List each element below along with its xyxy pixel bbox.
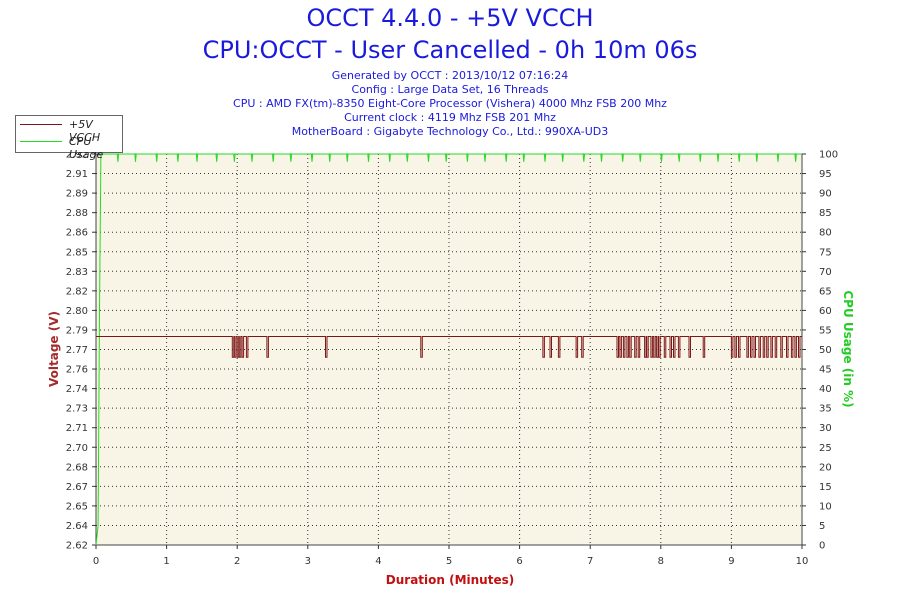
y2-tick-label: 10 [819, 501, 832, 512]
series-line-cpu-usage [95, 153, 802, 546]
y2-axis-label: CPU Usage (in %) [841, 290, 855, 408]
y2-tick-label: 5 [819, 521, 825, 532]
y2-tick-label: 60 [819, 306, 832, 317]
y-tick-labels: 2.62 2.64 2.65 2.67 2.68 2.70 2.71 2.73 2.74 2.76… [66, 150, 88, 552]
y2-tick-label: 35 [819, 404, 832, 415]
y-tick-label: 2.73 [66, 404, 88, 415]
legend: +5V VCCH CPU Usage [15, 115, 123, 161]
y-tick-label: 2.79 [66, 325, 88, 336]
legend-swatch-5v-vcch [20, 124, 62, 125]
tick-marks [92, 153, 806, 549]
y2-tick-label: 100 [819, 150, 838, 161]
y2-tick-label: 70 [819, 267, 832, 278]
y-tick-label: 2.88 [66, 208, 88, 219]
x-tick-label: 2 [234, 556, 240, 567]
y-tick-label: 2.74 [66, 384, 88, 395]
y2-tick-label: 65 [819, 286, 832, 297]
x-tick-label: 9 [728, 556, 734, 567]
legend-label-5v-vcch: +5V VCCH [69, 118, 101, 144]
grid-lines [96, 154, 802, 545]
y2-tick-label: 80 [819, 228, 832, 239]
info-cpu: CPU : AMD FX(tm)-8350 Eight-Core Process… [233, 97, 667, 110]
x-axis-label: Duration (Minutes) [385, 573, 515, 587]
y-tick-label: 2.71 [66, 423, 88, 434]
x-tick-label: 7 [587, 556, 593, 567]
chart-title: OCCT 4.4.0 - +5V VCCH [306, 4, 594, 32]
info-motherboard: MotherBoard : Gigabyte Technology Co., L… [291, 125, 609, 138]
y2-tick-label: 15 [819, 482, 832, 493]
y2-tick-label: 40 [819, 384, 832, 395]
series-line-5v-vcch [96, 336, 802, 358]
y2-tick-label: 45 [819, 365, 832, 376]
y-axis-label: Voltage (V) [47, 311, 61, 387]
info-clock: Current clock : 4119 Mhz FSB 201 Mhz [344, 111, 556, 124]
y2-tick-label: 20 [819, 462, 832, 473]
y2-tick-label: 90 [819, 189, 832, 200]
y2-tick-label: 55 [819, 325, 832, 336]
x-tick-label: 5 [446, 556, 452, 567]
x-tick-labels: 0 1 2 3 4 5 6 7 8 9 10 [93, 556, 809, 567]
y-tick-label: 2.77 [66, 345, 88, 356]
y-tick-label: 2.86 [66, 228, 88, 239]
x-tick-label: 1 [163, 556, 169, 567]
y2-tick-label: 85 [819, 208, 832, 219]
y-tick-label: 2.76 [66, 365, 88, 376]
x-tick-label: 8 [658, 556, 664, 567]
legend-label-cpu-usage: CPU Usage [69, 135, 104, 161]
legend-swatch-cpu-usage [20, 141, 62, 142]
y-tick-label: 2.82 [66, 286, 88, 297]
y-tick-label: 2.65 [66, 501, 88, 512]
legend-item-cpu-usage: CPU Usage [16, 134, 122, 161]
y-tick-label: 2.70 [66, 443, 88, 454]
chart-subtitle: CPU:OCCT - User Cancelled - 0h 10m 06s [202, 36, 698, 64]
x-tick-label: 4 [375, 556, 381, 567]
y-tick-label: 2.92 [66, 150, 88, 161]
y-tick-label: 2.91 [66, 169, 88, 180]
x-tick-label: 10 [796, 556, 809, 567]
y-tick-label: 2.89 [66, 189, 88, 200]
y-tick-label: 2.64 [66, 521, 88, 532]
info-config: Config : Large Data Set, 16 Threads [351, 83, 549, 96]
y-tick-label: 2.62 [66, 541, 88, 552]
y-tick-label: 2.83 [66, 267, 88, 278]
info-generated: Generated by OCCT : 2013/10/12 07:16:24 [331, 69, 569, 82]
y-tick-label: 2.67 [66, 482, 88, 493]
y2-tick-label: 95 [819, 169, 832, 180]
x-tick-label: 0 [93, 556, 99, 567]
y-tick-label: 2.85 [66, 247, 88, 258]
x-tick-label: 6 [516, 556, 522, 567]
y2-tick-label: 30 [819, 423, 832, 434]
y2-tick-label: 75 [819, 247, 832, 258]
legend-item-5v-vcch: +5V VCCH [16, 117, 122, 144]
y-tick-label: 2.68 [66, 462, 88, 473]
y2-tick-label: 25 [819, 443, 832, 454]
y2-tick-label: 0 [819, 541, 825, 552]
y2-tick-labels: 0 5 10 15 20 25 30 35 40 45 50 55 60 65 70 75 80 85 90 95 10… [819, 150, 838, 552]
y-tick-label: 2.80 [66, 306, 88, 317]
y2-tick-label: 50 [819, 345, 832, 356]
x-tick-label: 3 [305, 556, 311, 567]
